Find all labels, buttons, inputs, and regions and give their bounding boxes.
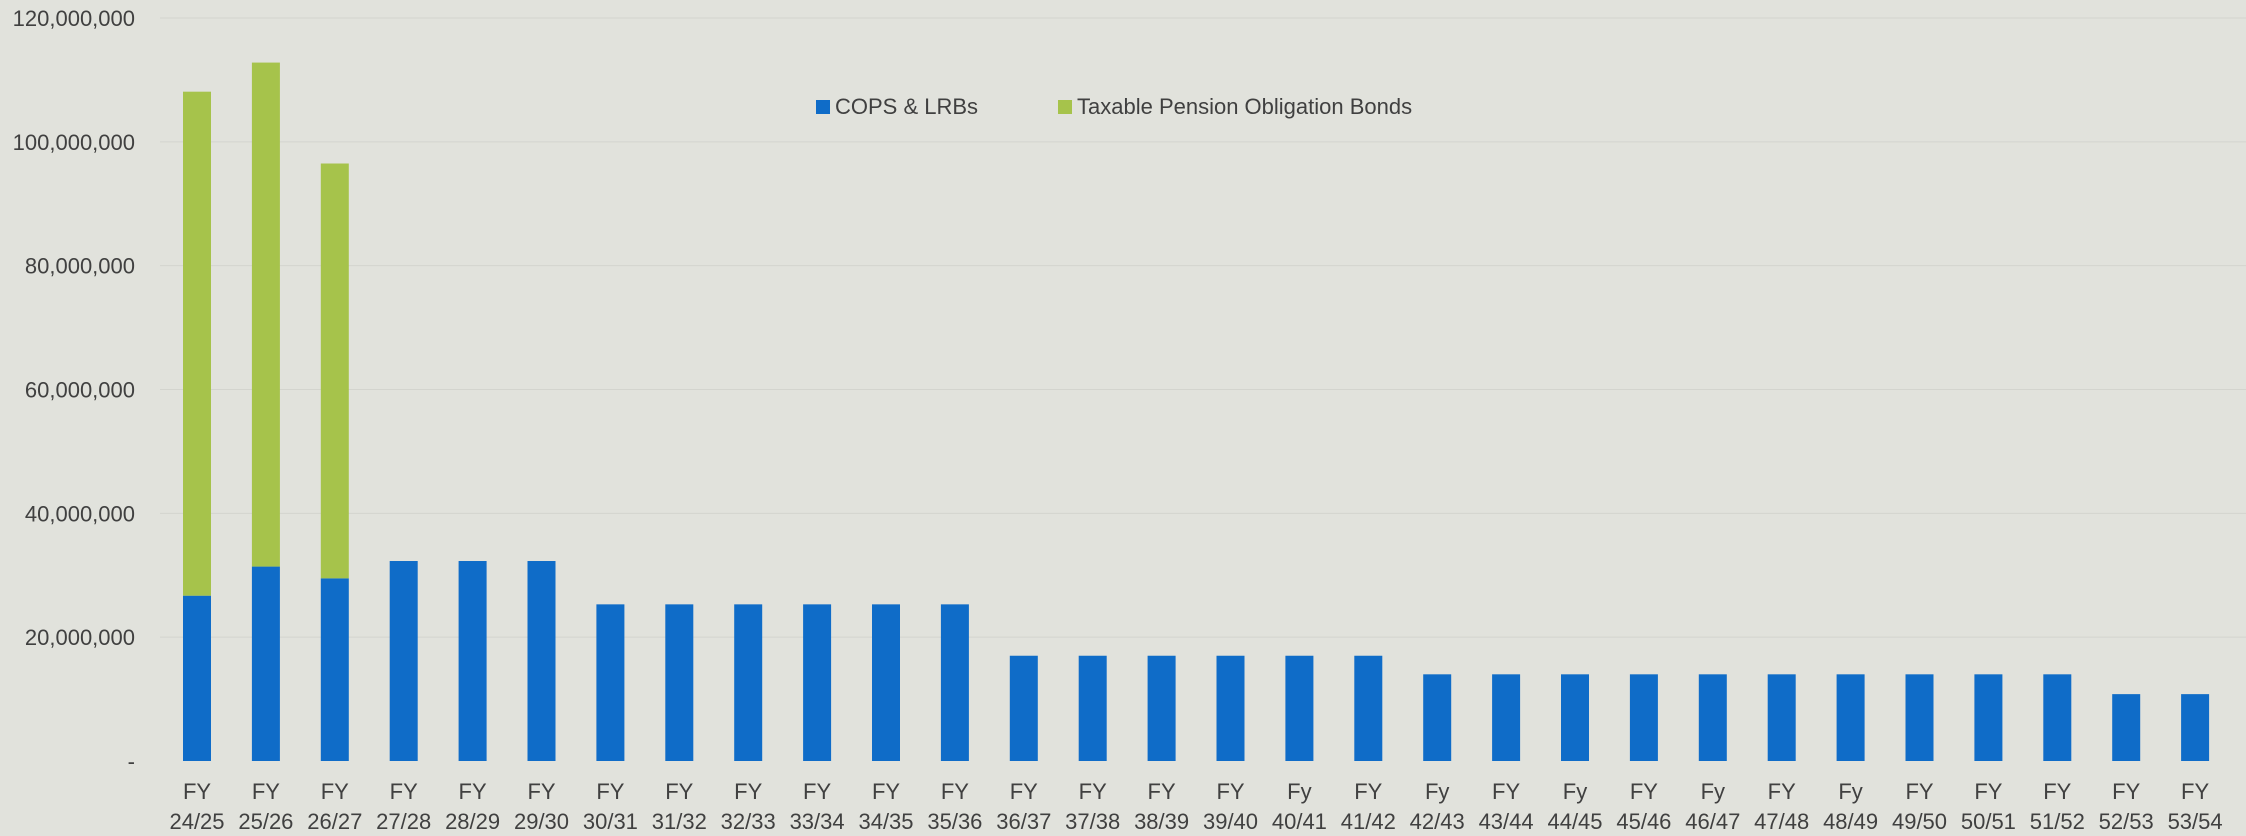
bar-cops-lrbs (1905, 674, 1934, 761)
x-tick-label: Fy 48/49 (1823, 779, 1878, 834)
x-tick-label: FY 27/28 (376, 779, 431, 834)
bar-cops-lrbs (1974, 674, 2003, 761)
bar-cops-lrbs (458, 561, 487, 761)
y-tick-label: - (128, 749, 135, 774)
x-tick-label: FY 34/35 (858, 779, 913, 834)
x-tick-label: FY 32/33 (721, 779, 776, 834)
bar-cops-lrbs (1216, 655, 1245, 761)
bar-cops-lrbs (1561, 674, 1589, 761)
x-tick-label: FY 31/32 (652, 779, 707, 834)
y-axis: - 20,000,000 40,000,000 60,000,000 80,000,00… (13, 6, 135, 774)
x-axis: FY 24/25 FY 25/26 FY 26/27 FY 27/28 FY 28/29 FY 29/… (169, 779, 2222, 834)
bar-cops-lrbs (803, 604, 832, 761)
x-tick-label: FY 47/48 (1754, 779, 1809, 834)
x-tick-label: FY 25/26 (238, 779, 293, 834)
legend-swatch-pension-bonds (1058, 100, 1072, 114)
legend-label-cops: COPS & LRBs (835, 94, 978, 119)
x-tick-label: Fy 42/43 (1410, 779, 1465, 834)
bar-cops-lrbs (2112, 694, 2141, 761)
x-tick-label: FY 37/38 (1065, 779, 1120, 834)
bar-cops-lrbs (389, 561, 418, 761)
bar-cops-lrbs (1078, 655, 1107, 761)
bar-pension-bonds (320, 163, 349, 579)
x-tick-label: FY 53/54 (2168, 779, 2223, 834)
bar-cops-lrbs (251, 566, 280, 761)
legend-label-pension-bonds: Taxable Pension Obligation Bonds (1077, 94, 1412, 119)
x-tick-label: FY 33/34 (790, 779, 845, 834)
bars (183, 62, 2210, 761)
bar-cops-lrbs (1492, 674, 1521, 761)
bar-cops-lrbs (872, 604, 900, 761)
bar-cops-lrbs (1698, 674, 1727, 761)
x-tick-label: FY 50/51 (1961, 779, 2016, 834)
x-tick-label: FY 41/42 (1341, 779, 1396, 834)
bar-cops-lrbs (1354, 655, 1383, 761)
x-tick-label: FY 52/53 (2099, 779, 2154, 834)
y-tick-label: 80,000,000 (25, 254, 135, 279)
x-tick-label: FY 26/27 (307, 779, 362, 834)
bar-cops-lrbs (2043, 674, 2072, 761)
x-tick-label: Fy 44/45 (1547, 779, 1602, 834)
bar-cops-lrbs (665, 604, 694, 761)
bar-cops-lrbs (320, 578, 349, 761)
bar-cops-lrbs (1285, 655, 1314, 761)
y-tick-label: 100,000,000 (13, 130, 135, 155)
x-tick-label: FY 30/31 (583, 779, 638, 834)
bar-cops-lrbs (1836, 674, 1865, 761)
x-tick-label: Fy 40/41 (1272, 779, 1327, 834)
x-tick-label: FY 38/39 (1134, 779, 1189, 834)
x-tick-label: FY 28/29 (445, 779, 500, 834)
x-tick-label: FY 51/52 (2030, 779, 2085, 834)
bar-cops-lrbs (527, 561, 556, 761)
x-tick-label: Fy 46/47 (1685, 779, 1740, 834)
bar-cops-lrbs (940, 604, 969, 761)
bar-cops-lrbs (734, 604, 763, 761)
legend-swatch-cops (816, 100, 830, 114)
x-tick-label: FY 45/46 (1616, 779, 1671, 834)
x-tick-label: FY 49/50 (1892, 779, 1947, 834)
bar-cops-lrbs (183, 595, 211, 761)
bar-cops-lrbs (1423, 674, 1452, 761)
bar-pension-bonds (251, 62, 280, 567)
x-tick-label: FY 24/25 (169, 779, 224, 834)
bar-cops-lrbs (1767, 674, 1796, 761)
legend: COPS & LRBs Taxable Pension Obligation B… (816, 94, 1412, 119)
x-tick-label: FY 35/36 (927, 779, 982, 834)
bar-cops-lrbs (596, 604, 625, 761)
x-tick-label: FY 43/44 (1479, 779, 1534, 834)
bar-pension-bonds (183, 91, 211, 596)
y-tick-label: 60,000,000 (25, 378, 135, 403)
y-tick-label: 20,000,000 (25, 625, 135, 650)
gridlines (160, 17, 2246, 638)
x-tick-label: FY 39/40 (1203, 779, 1258, 834)
bar-cops-lrbs (1009, 655, 1038, 761)
x-tick-label: FY 36/37 (996, 779, 1051, 834)
bar-cops-lrbs (1629, 674, 1658, 761)
y-tick-label: 40,000,000 (25, 501, 135, 526)
y-tick-label: 120,000,000 (13, 6, 135, 31)
bar-cops-lrbs (1147, 655, 1176, 761)
x-tick-label: FY 29/30 (514, 779, 569, 834)
bar-cops-lrbs (2181, 694, 2210, 761)
